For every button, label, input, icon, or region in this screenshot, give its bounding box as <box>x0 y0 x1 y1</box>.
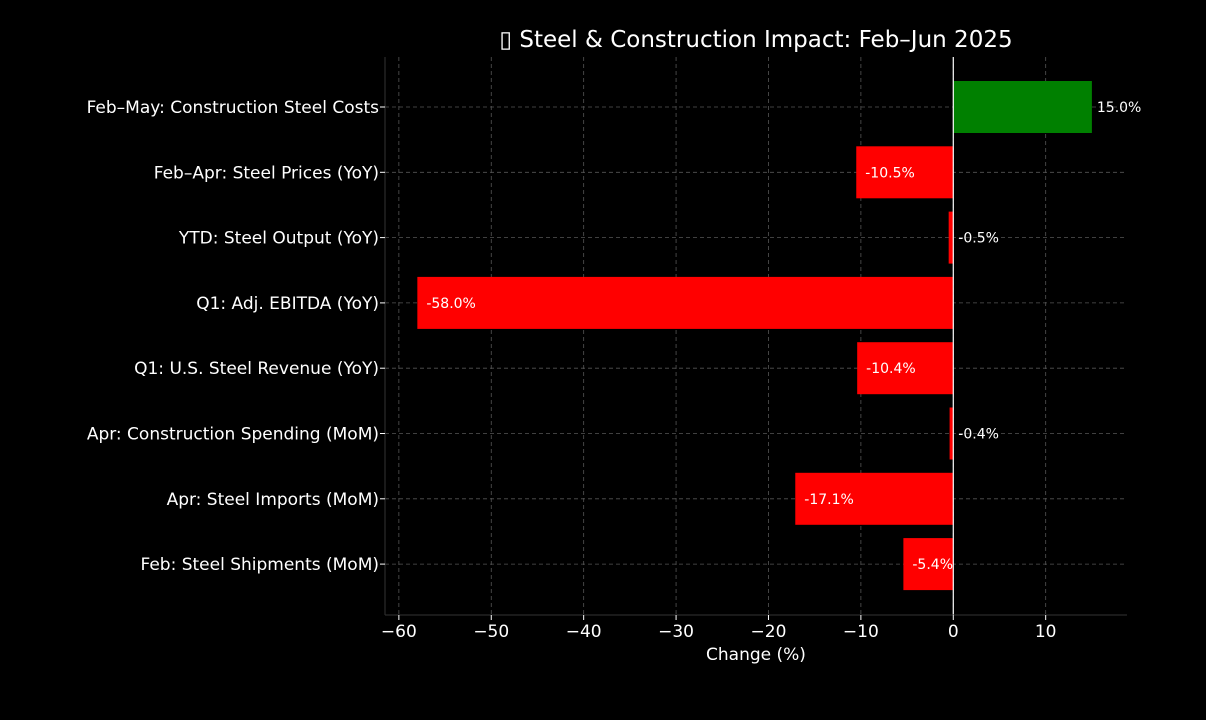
bar <box>949 407 954 460</box>
data-label: -10.5% <box>865 165 915 181</box>
bar <box>903 538 954 591</box>
axis-layer <box>380 57 1127 620</box>
grid-layer <box>385 57 1127 615</box>
data-label: -0.5% <box>958 231 999 247</box>
bar <box>953 81 1092 133</box>
bar <box>948 211 954 264</box>
bar <box>857 342 954 395</box>
category-label: Apr: Construction Spending (MoM) <box>87 425 379 445</box>
category-label: Apr: Steel Imports (MoM) <box>167 490 379 510</box>
bar <box>856 146 954 199</box>
x-tick-label: 10 <box>1035 622 1057 642</box>
category-label: Q1: Adj. EBITDA (YoY) <box>196 294 379 314</box>
label-layer: −60 −50 −40 −30 −20 −10 0 10 Feb–May: Constructi… <box>87 98 1142 642</box>
x-tick-label: −60 <box>381 622 417 642</box>
x-tick-label: −30 <box>658 622 694 642</box>
category-label: Feb–Apr: Steel Prices (YoY) <box>154 163 379 183</box>
bar <box>795 472 954 525</box>
x-tick-label: −20 <box>751 622 787 642</box>
category-label: YTD: Steel Output (YoY) <box>178 229 379 249</box>
x-tick-label: −50 <box>473 622 509 642</box>
chart-title: ▯ Steel & Construction Impact: Feb–Jun 2… <box>499 27 1012 53</box>
data-label: -58.0% <box>426 296 476 312</box>
data-label: 15.0% <box>1097 100 1141 116</box>
x-axis-label: Change (%) <box>706 645 806 665</box>
bar <box>417 276 954 329</box>
category-label: Feb: Steel Shipments (MoM) <box>140 555 379 575</box>
x-tick-label: −10 <box>843 622 879 642</box>
x-tick-label: 0 <box>948 622 959 642</box>
data-label: -5.4% <box>912 557 953 573</box>
data-label: -17.1% <box>804 492 854 508</box>
bar-layer <box>417 81 1092 591</box>
data-label: -0.4% <box>958 427 999 443</box>
category-label: Q1: U.S. Steel Revenue (YoY) <box>134 359 379 379</box>
category-label: Feb–May: Construction Steel Costs <box>87 98 380 118</box>
data-label: -10.4% <box>866 361 916 377</box>
x-tick-label: −40 <box>566 622 602 642</box>
